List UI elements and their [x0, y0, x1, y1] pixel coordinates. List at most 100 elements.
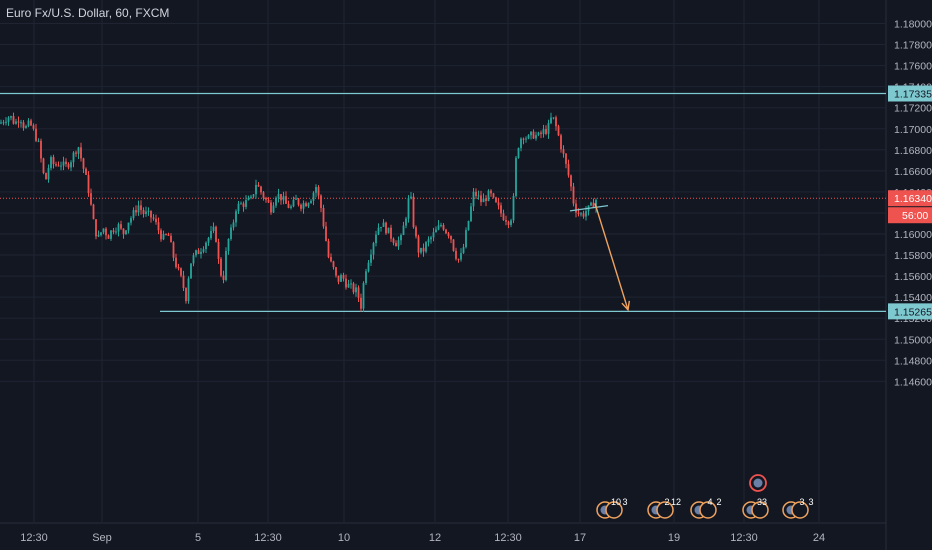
candle-body [260, 186, 262, 193]
candle-body [160, 230, 162, 240]
candle-body [467, 221, 470, 231]
flag-icon [791, 501, 809, 519]
candle-body [485, 198, 487, 201]
candle [147, 207, 150, 216]
candle [535, 131, 537, 141]
candle-body [440, 225, 442, 227]
candle-body [482, 198, 485, 203]
candle-body [25, 126, 27, 128]
price-tick-label: 1.16000 [894, 229, 932, 241]
event-label: 33 [757, 497, 767, 507]
candle [117, 222, 120, 237]
candle-body [317, 187, 320, 196]
candle-body [442, 225, 445, 230]
candle [420, 247, 422, 255]
event-marker[interactable] [749, 474, 767, 492]
candle-body [380, 226, 382, 228]
candle-body [210, 230, 212, 239]
candle [205, 241, 207, 253]
event-marker[interactable]: 2 12 [647, 497, 681, 519]
trendline[interactable] [569, 204, 609, 212]
candle-body [487, 190, 490, 201]
candle-body [422, 247, 425, 252]
candle-body [175, 257, 177, 268]
candle [65, 158, 67, 167]
candle [392, 237, 395, 246]
candle-body [125, 230, 127, 235]
event-markers[interactable]: 10 3 2 12 4 2 33 3 3 [596, 474, 814, 519]
support-resistance-lines[interactable] [0, 92, 886, 312]
candle-body [290, 206, 292, 208]
candle-body [230, 227, 232, 239]
candle-body [142, 209, 145, 214]
candle-body [157, 222, 160, 231]
candle [90, 188, 92, 206]
candle-body [232, 222, 235, 228]
time-tick-label: 24 [813, 532, 825, 544]
candle [80, 142, 82, 162]
candle-body [192, 255, 195, 264]
candle-body [95, 219, 97, 237]
candle-body [275, 197, 277, 206]
candle [160, 228, 162, 242]
candle [565, 153, 567, 169]
candle-body [102, 228, 105, 233]
candle [92, 203, 95, 220]
candle-body [357, 287, 360, 298]
price-axis-label[interactable]: 1.15265 [888, 303, 932, 320]
event-marker[interactable]: 33 [742, 497, 769, 519]
price-axis-label[interactable]: 1.16340 [888, 190, 932, 207]
price-axis-label[interactable]: 1.17335 [888, 85, 932, 102]
candle-body [137, 205, 140, 213]
candle-body [407, 198, 410, 219]
candle [502, 209, 505, 221]
candle-body [47, 168, 50, 180]
candle-body [457, 258, 460, 260]
candle [370, 249, 372, 267]
candle [525, 136, 527, 143]
candle-body [155, 218, 157, 223]
time-tick-label: 10 [338, 532, 350, 544]
candle [527, 134, 530, 140]
candle [377, 223, 380, 236]
candle [52, 154, 55, 169]
candle-body [377, 227, 380, 235]
event-count: 12 [671, 497, 681, 507]
candle [310, 199, 312, 204]
candle [342, 272, 345, 282]
price-label-box [888, 303, 932, 320]
candle-body [527, 135, 530, 139]
candle-body [117, 224, 120, 232]
time-axis[interactable]: 12:30 Sep 5 12:30 10 12 12:30 17 19 12:30 24 [20, 532, 825, 544]
candle [150, 210, 152, 223]
event-marker[interactable]: 10 3 [596, 497, 628, 519]
candle [485, 195, 487, 207]
candle-body [545, 129, 547, 134]
countdown-label: 56:00 [888, 207, 932, 224]
candle-body [305, 203, 307, 207]
projection-arrow[interactable] [594, 203, 629, 310]
candlestick-series [0, 112, 597, 313]
candle-body [2, 122, 5, 124]
candle-body [162, 234, 165, 240]
candle-body [390, 227, 392, 239]
candle [302, 200, 305, 214]
candle [450, 235, 452, 244]
candle [175, 253, 177, 269]
candle [235, 209, 237, 227]
price-tick-label: 1.15600 [894, 271, 932, 283]
candle [47, 164, 50, 183]
candle [142, 207, 145, 218]
candle-body [557, 126, 560, 136]
candle-body [522, 138, 525, 140]
candle [197, 248, 200, 255]
candle [210, 225, 212, 241]
candle [137, 200, 140, 216]
chart-title: Euro Fx/U.S. Dollar, 60, FXCM [6, 6, 170, 20]
candle [102, 228, 105, 235]
price-axis[interactable]: 1.180001.178001.176001.174001.172001.170… [888, 19, 932, 389]
chart-drawings[interactable] [569, 203, 631, 312]
